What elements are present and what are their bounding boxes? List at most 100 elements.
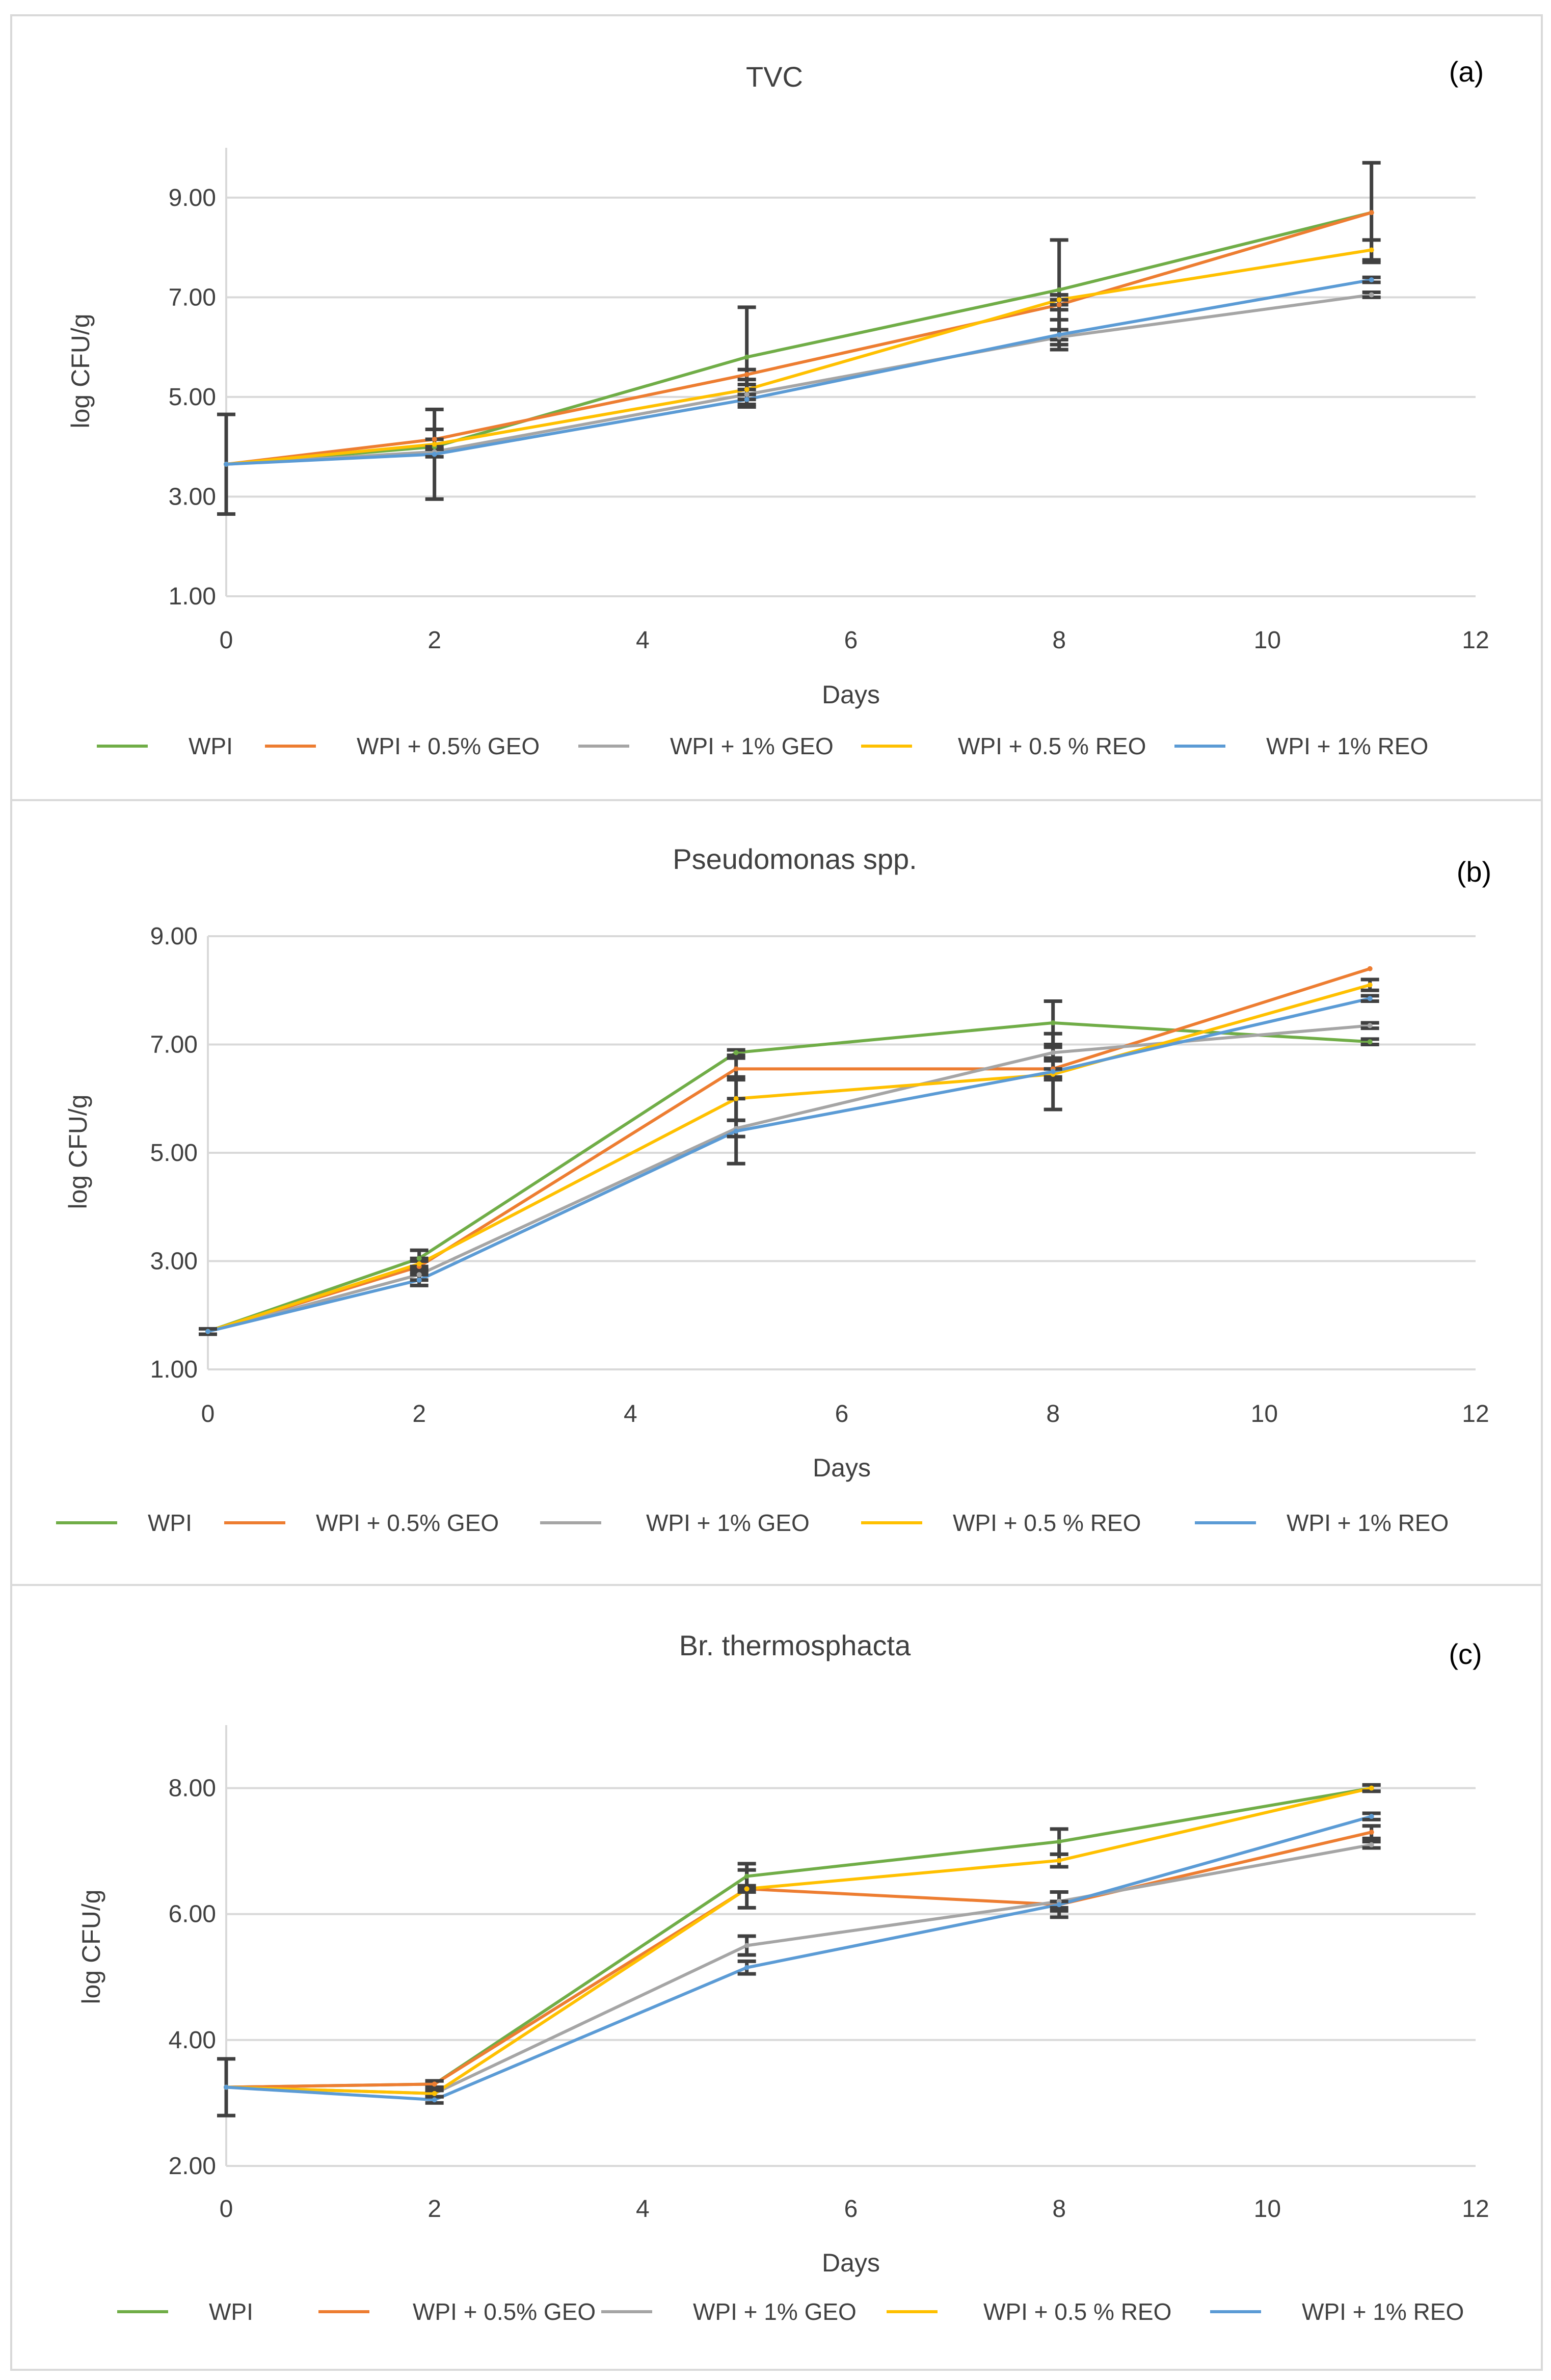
data-point xyxy=(432,2091,437,2096)
data-point xyxy=(733,1066,739,1072)
data-point xyxy=(744,372,750,377)
legend-label: WPI xyxy=(189,733,233,759)
x-tick-label: 10 xyxy=(1251,1400,1278,1427)
y-tick-label: 7.00 xyxy=(150,1032,198,1059)
legend-item: WPI + 0.5 % REO xyxy=(887,2298,1171,2325)
data-point xyxy=(1369,247,1374,253)
y-tick-label: 9.00 xyxy=(169,184,216,211)
data-point xyxy=(416,1272,422,1278)
legend-label: WPI + 1% GEO xyxy=(693,2298,857,2325)
chart-title: Pseudomonas spp. xyxy=(673,843,917,875)
panel-label: (b) xyxy=(1457,856,1491,888)
data-point xyxy=(1056,287,1062,293)
x-tick-label: 0 xyxy=(201,1400,215,1427)
legend-item: WPI + 1% GEO xyxy=(601,2298,857,2325)
legend-item: WPI + 0.5% GEO xyxy=(224,1510,499,1536)
data-point xyxy=(1367,982,1373,988)
legend-item: WPI + 1% GEO xyxy=(540,1510,810,1536)
legend-item: WPI + 1% REO xyxy=(1195,1510,1449,1536)
x-tick-label: 12 xyxy=(1462,1400,1489,1427)
data-point xyxy=(432,2097,437,2103)
data-point xyxy=(1367,996,1373,1001)
data-point xyxy=(224,2084,229,2090)
data-point xyxy=(744,396,750,402)
data-point xyxy=(733,1096,739,1101)
data-point xyxy=(1369,277,1374,283)
legend-item: WPI + 0.5 % REO xyxy=(861,1510,1141,1536)
data-point xyxy=(1367,1039,1373,1045)
x-tick-label: 2 xyxy=(427,627,441,654)
y-tick-label: 7.00 xyxy=(169,284,216,311)
panel-a-frame xyxy=(10,14,1543,801)
data-point xyxy=(744,1943,750,1948)
legend-label: WPI + 0.5% GEO xyxy=(413,2298,596,2325)
data-point xyxy=(1369,1814,1374,1819)
x-tick-label: 6 xyxy=(844,627,858,654)
data-point xyxy=(744,354,750,360)
data-point xyxy=(744,1873,750,1879)
legend-label: WPI + 0.5 % REO xyxy=(953,1510,1141,1536)
data-point xyxy=(205,1329,210,1334)
x-tick-label: 2 xyxy=(412,1400,426,1427)
data-point xyxy=(432,452,437,457)
data-point xyxy=(744,1886,750,1892)
x-tick-label: 2 xyxy=(427,2196,441,2223)
data-point xyxy=(416,1256,422,1261)
data-point xyxy=(1056,302,1062,307)
data-point xyxy=(1056,1858,1062,1863)
data-point xyxy=(733,1050,739,1055)
x-axis-title: Days xyxy=(813,1453,871,1482)
data-point xyxy=(1369,1785,1374,1791)
data-point xyxy=(1369,210,1374,216)
y-tick-label: 2.00 xyxy=(169,2153,216,2180)
legend-label: WPI + 1% GEO xyxy=(670,733,834,759)
data-point xyxy=(1367,966,1373,971)
data-point xyxy=(432,2081,437,2087)
chart-0: TVC (a) 1.00 3.00 5.00 7.00 9.00 0 2 4 6 8 10 12 Days l… xyxy=(66,56,1489,759)
y-axis-title: log CFU/g xyxy=(64,1094,92,1209)
x-tick-label: 4 xyxy=(624,1400,637,1427)
panel-b-frame xyxy=(10,799,1543,1586)
x-tick-label: 0 xyxy=(220,627,233,654)
legend-item: WPI + 0.5 % REO xyxy=(861,733,1146,759)
x-tick-label: 12 xyxy=(1462,2196,1489,2223)
data-point xyxy=(1369,292,1374,298)
data-point xyxy=(744,392,750,397)
data-point xyxy=(1050,1050,1056,1055)
x-tick-label: 8 xyxy=(1052,627,1066,654)
data-point xyxy=(744,387,750,392)
y-tick-label: 5.00 xyxy=(150,1140,198,1167)
panel-label: (c) xyxy=(1449,1638,1482,1670)
y-tick-label: 1.00 xyxy=(150,1356,198,1383)
legend-item: WPI + 1% GEO xyxy=(578,733,834,759)
x-tick-label: 6 xyxy=(844,2196,858,2223)
x-tick-label: 6 xyxy=(835,1400,849,1427)
x-tick-label: 4 xyxy=(636,627,650,654)
legend: WPI WPI + 0.5% GEO WPI + 1% GEO WPI + 0.5 %… xyxy=(56,1510,1449,1536)
chart-title: TVC xyxy=(746,61,803,93)
data-point xyxy=(1050,1020,1056,1025)
data-point xyxy=(1056,332,1062,337)
chart-2: Br. thermosphacta (c) 2.00 4.00 6.00 8.00 0 2 4 6… xyxy=(77,1629,1489,2325)
legend-item: WPI + 0.5% GEO xyxy=(318,2298,596,2325)
legend-item: WPI xyxy=(56,1510,192,1536)
data-point xyxy=(1050,1069,1056,1074)
x-tick-label: 4 xyxy=(636,2196,650,2223)
legend-item: WPI xyxy=(117,2298,253,2325)
y-axis-title: log CFU/g xyxy=(66,313,95,428)
data-point xyxy=(416,1277,422,1283)
data-point xyxy=(224,461,229,467)
data-point xyxy=(733,1128,739,1134)
legend-item: WPI + 1% REO xyxy=(1210,2298,1464,2325)
data-point xyxy=(416,1261,422,1266)
charts-root: TVC (a) 1.00 3.00 5.00 7.00 9.00 0 2 4 6 8 10 12 Days l… xyxy=(56,56,1491,2325)
legend-label: WPI + 1% REO xyxy=(1266,733,1428,759)
y-tick-label: 3.00 xyxy=(169,483,216,510)
legend-label: WPI + 0.5 % REO xyxy=(983,2298,1171,2325)
y-axis-title: log CFU/g xyxy=(77,1889,105,2004)
chart-1: Pseudomonas spp. (b) 1.00 3.00 5.00 7.00 9.00 0… xyxy=(56,843,1491,1536)
legend-label: WPI + 0.5% GEO xyxy=(316,1510,499,1536)
x-tick-label: 8 xyxy=(1046,1400,1060,1427)
x-tick-label: 10 xyxy=(1254,627,1281,654)
